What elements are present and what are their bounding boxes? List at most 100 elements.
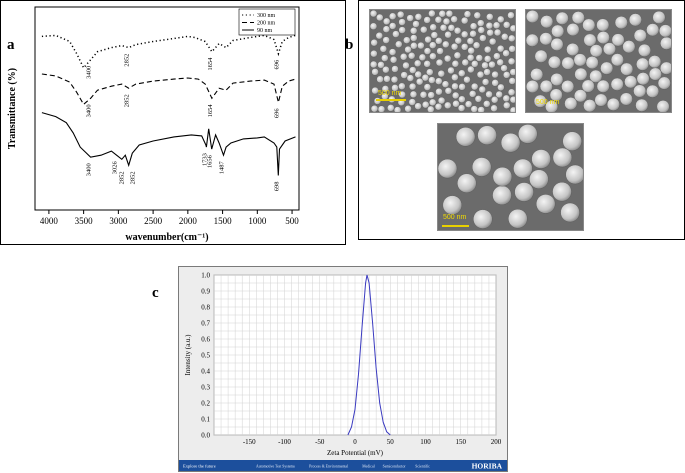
- nanoparticle: [493, 52, 501, 60]
- legend-box: [238, 8, 296, 36]
- nanoparticle: [508, 34, 515, 43]
- nanoparticle: [371, 68, 379, 76]
- footer-tagline: Explore the future: [183, 464, 216, 469]
- nanoparticle: [657, 76, 671, 90]
- nanoparticle: [635, 98, 649, 112]
- y-tick-label: 0.3: [201, 384, 210, 392]
- nanoparticle: [477, 106, 485, 112]
- y-tick-label: 1.0: [201, 272, 210, 280]
- nanoparticle: [606, 97, 620, 111]
- nanoparticle: [493, 28, 502, 37]
- nanoparticle: [478, 85, 487, 94]
- nanoparticle: [473, 11, 482, 20]
- brand-logo: HORIBA: [472, 462, 503, 471]
- x-tick-label: 50: [387, 438, 395, 446]
- nanoparticle: [472, 41, 481, 49]
- nanoparticle: [652, 10, 666, 24]
- nanoparticle: [549, 88, 563, 102]
- nanoparticle: [548, 55, 562, 69]
- x-tick-label: 3500: [75, 216, 94, 226]
- y-tick-label: 0.2: [201, 400, 210, 408]
- nanoparticle: [402, 61, 410, 70]
- nanoparticle: [477, 125, 497, 145]
- nanoparticle: [422, 100, 430, 109]
- nanoparticle: [423, 16, 431, 24]
- nanoparticle: [418, 53, 427, 62]
- nanoparticle: [436, 47, 444, 55]
- peak-annotation: 1656: [207, 154, 214, 168]
- nanoparticle: [382, 25, 391, 33]
- nanoparticle: [614, 16, 628, 30]
- nanoparticle: [453, 51, 462, 60]
- scale-label: 500 nm: [378, 90, 402, 97]
- nanoparticle: [470, 105, 478, 112]
- nanoparticle: [533, 94, 547, 108]
- panel-label-b: b: [345, 37, 354, 53]
- nanoparticle: [492, 167, 513, 187]
- nanoparticle: [573, 53, 587, 67]
- nanoparticle: [376, 13, 384, 22]
- nanoparticle: [483, 55, 492, 63]
- nanoparticle: [507, 11, 515, 20]
- nanoparticle: [458, 69, 466, 77]
- nanoparticle: [583, 33, 597, 47]
- nanoparticle: [404, 105, 412, 112]
- nanoparticle: [583, 99, 597, 112]
- nanoparticle: [439, 24, 448, 32]
- series-line-200nm: [41, 73, 296, 106]
- nanoparticle: [370, 105, 379, 112]
- nanoparticle: [379, 45, 388, 53]
- nanoparticle: [660, 36, 671, 50]
- nanoparticle: [429, 98, 437, 107]
- series-line-300nm: [41, 34, 296, 70]
- nanoparticle: [452, 100, 460, 108]
- nanoparticle: [497, 83, 505, 92]
- nanoparticle: [539, 32, 553, 46]
- nanoparticle: [414, 70, 422, 79]
- nanoparticle: [383, 75, 391, 83]
- nanoparticle: [442, 17, 451, 26]
- y-tick-label: 0.1: [201, 416, 210, 424]
- nanoparticle: [479, 34, 487, 42]
- nanoparticle: [389, 12, 397, 21]
- nanoparticle: [421, 73, 430, 82]
- sem-image-200nm: 500 nm: [525, 9, 672, 113]
- y-tick-label: 0.7: [201, 320, 210, 328]
- nanoparticle: [550, 73, 564, 87]
- nanoparticle: [393, 106, 402, 112]
- peak-annotation: 1654: [207, 104, 214, 118]
- y-tick-label: 0.9: [201, 288, 210, 296]
- nanoparticle: [414, 13, 423, 21]
- nanoparticle: [589, 44, 603, 58]
- nanoparticle: [398, 82, 406, 91]
- nanoparticle: [483, 68, 491, 76]
- nanoparticle: [526, 33, 539, 47]
- nanoparticle: [419, 91, 428, 99]
- nanoparticle: [472, 157, 492, 177]
- nanoparticle: [509, 96, 515, 104]
- nanoparticle: [460, 16, 469, 25]
- nanoparticle: [414, 59, 422, 68]
- nanoparticle: [391, 65, 399, 73]
- nanoparticle: [526, 10, 539, 23]
- nanoparticle: [582, 18, 596, 32]
- nanoparticle: [526, 80, 539, 93]
- x-tick-label: -150: [243, 438, 256, 446]
- nanoparticle: [488, 37, 497, 46]
- nanoparticle: [416, 77, 424, 86]
- nanoparticle: [509, 68, 515, 76]
- nanoparticle: [417, 41, 425, 50]
- nanoparticle: [566, 43, 580, 57]
- nanoparticle: [624, 75, 638, 89]
- nanoparticle: [437, 70, 446, 78]
- nanoparticle: [483, 100, 491, 108]
- nanoparticle: [486, 29, 494, 37]
- zeta-distribution-line: [347, 274, 391, 436]
- nanoparticle: [552, 147, 573, 168]
- x-tick-label: 1000: [248, 216, 267, 226]
- nanoparticle: [463, 75, 471, 84]
- nanoparticle: [429, 52, 437, 60]
- peak-annotation: 1487: [218, 160, 225, 174]
- nanoparticle: [502, 21, 511, 29]
- nanoparticle: [513, 158, 533, 179]
